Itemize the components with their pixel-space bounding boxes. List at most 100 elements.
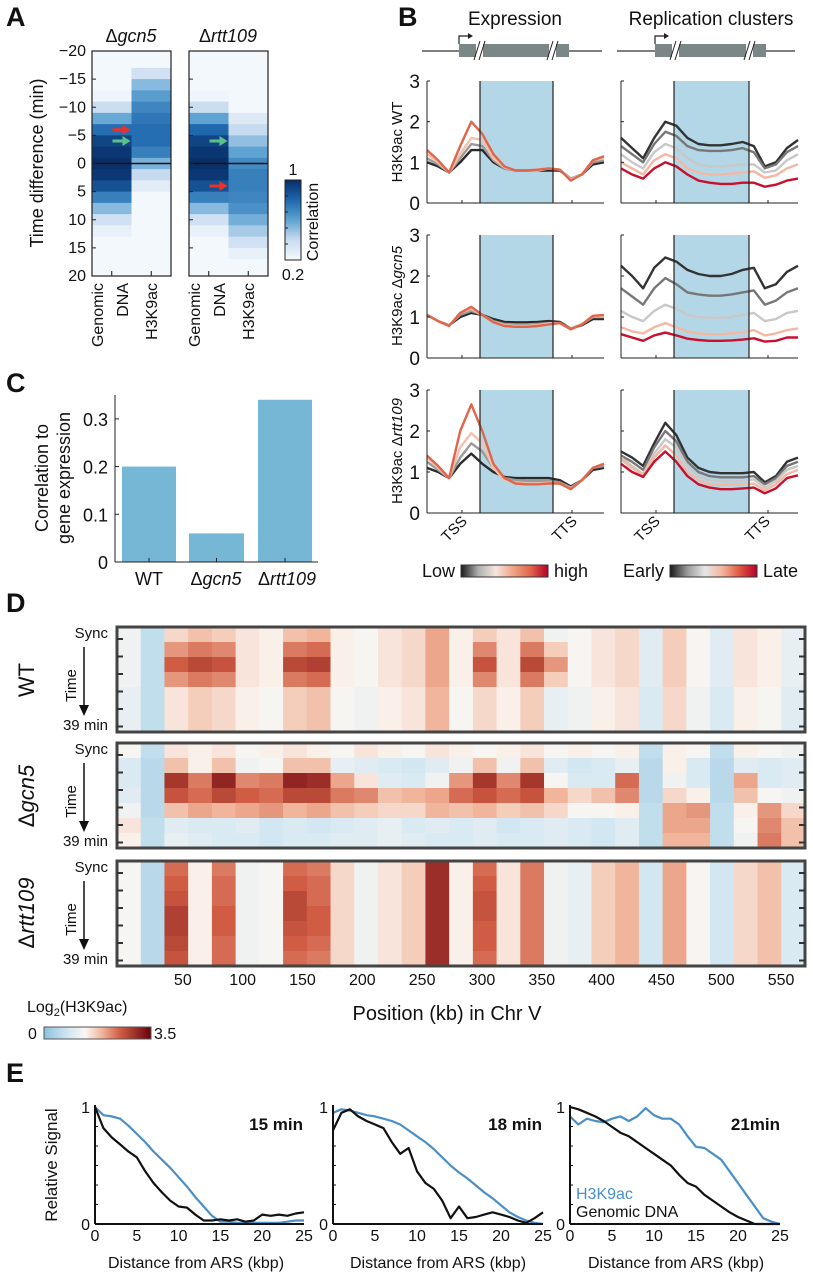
- break-gap: [476, 42, 483, 59]
- heatmap-cell: [283, 627, 308, 643]
- heatmap-cell: [449, 717, 474, 733]
- heatmap-cell: [164, 657, 189, 673]
- colorbar-segment: [285, 220, 301, 223]
- heatmap-cell: [188, 687, 213, 703]
- heatmap-cell: [164, 627, 189, 643]
- heatmap-cell: [235, 642, 260, 658]
- heatmap-cell: [164, 803, 189, 819]
- x-axis-title: Position (kb) in Chr V: [353, 1003, 543, 1025]
- heatmap-cell: [188, 672, 213, 688]
- y-tick-label: 0: [409, 504, 420, 525]
- heatmap-cell: [638, 861, 664, 877]
- y-tick-label: 1: [409, 308, 420, 329]
- heatmap-cell: [591, 642, 616, 658]
- signal-line-h3k9ac: [332, 1108, 544, 1226]
- heatmap-cell: [638, 891, 664, 907]
- colorbar-segment: [285, 254, 301, 257]
- heatmap-cell: [781, 818, 806, 834]
- heatmap-cell: [330, 788, 355, 804]
- heatmap-cell: [781, 717, 806, 733]
- heatmap-frame: [115, 625, 807, 734]
- x-tick-label: 200: [349, 972, 376, 989]
- heatmap-cell: [211, 657, 237, 673]
- heatmap-cell: [757, 642, 782, 658]
- heatmap-cell: [188, 758, 213, 774]
- heatmap-cell: [591, 951, 616, 967]
- heatmap-cell: [757, 891, 782, 907]
- heatmap-cell: [781, 891, 806, 907]
- heatmap-cell: [330, 687, 355, 703]
- heatmap-cell: [131, 259, 172, 271]
- x-tick-label: 250: [409, 972, 436, 989]
- heatmap-cell: [283, 936, 308, 952]
- profile-plot: [620, 389, 799, 514]
- heatmap-cell: [449, 906, 474, 922]
- heatmap-cell: [283, 906, 308, 922]
- time-axis-label: Time: [63, 785, 80, 818]
- heatmap-cell: [757, 951, 782, 967]
- heatmap-cell: [449, 803, 474, 819]
- x-tick-label: 5: [608, 1228, 617, 1245]
- heatmap-cell: [496, 773, 521, 789]
- heatmap-cell: [591, 743, 616, 759]
- heatmap-cell: [496, 627, 521, 643]
- gene-body: [655, 44, 766, 57]
- heatmap-cell: [330, 891, 355, 907]
- heatmap-cell: [733, 773, 759, 789]
- heatmap-cell: [117, 891, 142, 907]
- time-label-15min: 15 min: [249, 1115, 303, 1134]
- heatmap-cell: [567, 717, 593, 733]
- y-axis-title: Relative Signal: [42, 1108, 61, 1221]
- heatmap-cell: [615, 773, 640, 789]
- heatmap-cell: [662, 717, 687, 733]
- heatmap-cell: [544, 833, 569, 849]
- heatmap-cell: [686, 861, 711, 877]
- x-label-tss: TSS: [631, 513, 664, 546]
- delta-symbol: Δ: [199, 26, 211, 46]
- panel-letter-b: B: [398, 2, 418, 32]
- heatmap-cell: [117, 642, 142, 658]
- x-tick-label: 300: [469, 972, 496, 989]
- heatmap-cell: [591, 833, 616, 849]
- heatmap-cell: [117, 743, 142, 759]
- heatmap-cell: [235, 906, 260, 922]
- y-tick-label: 1: [556, 1100, 565, 1117]
- signal-plot: 0 5 10 15 20 25 0 1: [81, 1100, 313, 1245]
- heatmap-cell: [283, 657, 308, 673]
- heatmap-cell: [425, 627, 450, 643]
- heatmap-cell: [188, 743, 213, 759]
- heatmap-cell: [306, 833, 332, 849]
- heatmap-cell: [354, 687, 379, 703]
- heatmap-cell: [686, 642, 711, 658]
- heatmap-cell: [449, 702, 474, 718]
- heatmap-cell: [496, 702, 521, 718]
- heatmap-cell: [638, 702, 664, 718]
- heatmap-cell: [211, 702, 237, 718]
- heatmap-cell: [425, 818, 450, 834]
- heatmap-cell: [188, 876, 213, 892]
- heatmap-cell: [92, 135, 132, 148]
- heatmap-cell: [591, 788, 616, 804]
- heatmap-cell: [567, 702, 593, 718]
- heatmap-cell: [686, 891, 711, 907]
- colorbar-segment: [285, 230, 301, 233]
- heatmap-cell: [662, 921, 687, 937]
- heatmap-cell: [733, 657, 759, 673]
- heatmap-cell: [401, 687, 427, 703]
- heatmap-cell: [354, 906, 379, 922]
- heatmap-cell: [449, 627, 474, 643]
- heatmap-cell: [781, 702, 806, 718]
- heatmap-cell: [757, 743, 782, 759]
- heatmap-cell: [117, 657, 142, 673]
- heatmap-cell: [354, 891, 379, 907]
- heatmap-cell: [662, 803, 687, 819]
- heatmap-cell: [401, 891, 427, 907]
- heatmap-cell: [189, 225, 229, 238]
- x-tick-label: 10: [645, 1228, 663, 1245]
- colorbar-segment: [285, 218, 301, 221]
- heatmap-cell: [686, 657, 711, 673]
- heatmap-cell: [131, 56, 172, 69]
- heatmap-cell: [283, 702, 308, 718]
- heatmap-cell: [733, 627, 759, 643]
- heatmap-cell: [131, 180, 172, 193]
